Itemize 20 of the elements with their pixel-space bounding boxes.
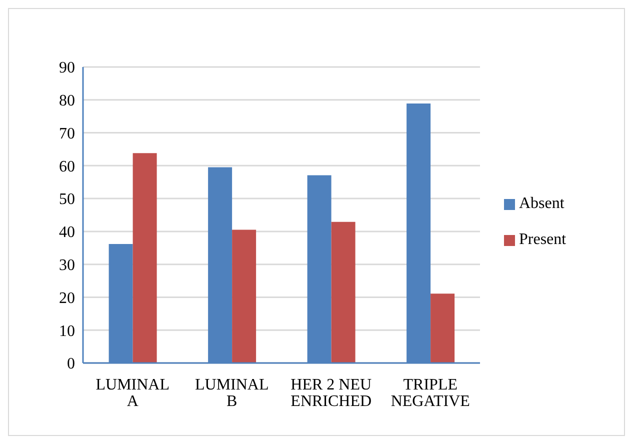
y-tick-label: 70: [59, 125, 75, 142]
bar: [430, 294, 455, 363]
legend-label: Present: [519, 231, 566, 248]
x-tick-label: TRIPLE NEGATIVE: [390, 376, 470, 410]
y-tick-label: 0: [67, 356, 75, 373]
x-tick-label: LUMINAL B: [194, 376, 269, 410]
legend-label: Absent: [519, 195, 564, 212]
y-tick-label: 10: [59, 322, 75, 340]
y-tick-label: 90: [59, 60, 75, 77]
y-tick-label: 50: [59, 191, 75, 208]
y-tick-label: 20: [59, 290, 75, 307]
y-tick-label: 80: [59, 92, 75, 110]
y-tick-label: 60: [59, 158, 75, 176]
x-tick-label: HER 2 NEU ENRICHED: [290, 376, 372, 410]
x-tick-label: LUMINAL A: [96, 376, 170, 410]
bar: [331, 222, 356, 363]
bar: [132, 153, 157, 363]
bar: [232, 230, 256, 363]
y-tick-label: 40: [59, 224, 75, 242]
y-tick-label: 30: [59, 257, 75, 274]
